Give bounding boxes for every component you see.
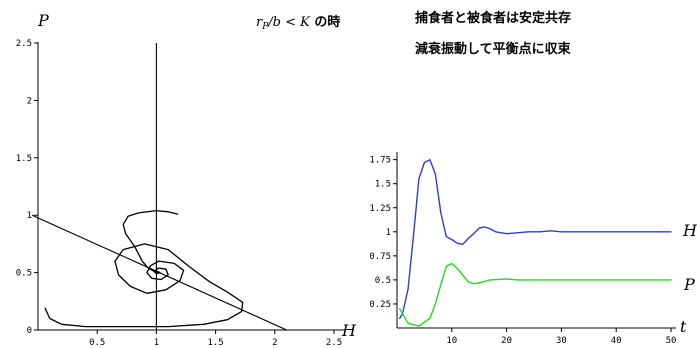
right-y-tick-label: 1.25 (369, 204, 391, 214)
series-label-p: P (683, 275, 695, 294)
left-y-tick-label: 1 (27, 211, 32, 221)
series-line-h (399, 158, 672, 320)
right-series-lines (399, 158, 672, 327)
left-x-axis-label: H (341, 321, 357, 340)
condition-rest: /b < K (266, 15, 311, 30)
left-y-tick-label: 2 (27, 96, 32, 106)
right-y-tick-label: 0.5 (375, 276, 391, 286)
right-x-tick-label: 10 (446, 336, 457, 346)
left-y-tick-label: 1.5 (16, 154, 32, 164)
right-y-tick-label: 1.5 (375, 180, 391, 190)
right-x-tick-label: 40 (611, 336, 622, 346)
left-y-ticks: 0 0.5 1 1.5 2 2.5 (16, 39, 38, 336)
trajectory-1 (44, 243, 244, 328)
right-x-axis-label: t (680, 317, 687, 336)
right-y-tick-label: 0.75 (369, 252, 391, 262)
right-x-tick-label: 50 (666, 336, 677, 346)
left-x-tick-label: 1.5 (207, 338, 223, 348)
condition-prefix: r (256, 15, 263, 30)
annotation-line-2: 減衰振動して平衡点に収束 (415, 41, 572, 57)
left-trajectories (44, 209, 244, 328)
right-x-ticks: 10 20 30 40 50 (446, 328, 676, 346)
condition-label: rP/b < K の時 (256, 14, 340, 32)
right-y-tick-label: 1 (386, 228, 391, 238)
series-line-p (399, 262, 672, 327)
left-x-ticks: 0.5 1 1.5 2 2.5 (89, 330, 342, 348)
time-series-chart: 10 20 30 40 50 0.25 0.5 0.75 1 1.25 1.5 1.75 t H P (369, 152, 697, 346)
condition-suffix: の時 (310, 14, 341, 30)
left-x-tick-label: 2 (272, 338, 277, 348)
left-x-tick-label: 0.5 (89, 338, 105, 348)
right-y-tick-label: 0.25 (369, 300, 391, 310)
left-y-tick-label: 0.5 (16, 269, 32, 279)
left-y-axis-label: P (37, 11, 49, 30)
left-x-tick-label: 1 (154, 338, 159, 348)
condition-subscript: P (261, 22, 269, 32)
left-y-tick-label: 2.5 (16, 39, 32, 49)
right-x-tick-label: 20 (501, 336, 512, 346)
right-y-tick-label: 1.75 (369, 156, 391, 166)
phase-plane-chart: 0.5 1 1.5 2 2.5 0 0.5 1 1.5 2 2.5 P H (16, 11, 357, 348)
trajectory-2 (122, 209, 179, 274)
series-label-h: H (682, 221, 697, 240)
left-y-tick-label: 0 (27, 326, 32, 336)
left-reference-lines (31, 43, 287, 331)
right-y-ticks: 0.25 0.5 0.75 1 1.25 1.5 1.75 (369, 156, 397, 310)
left-x-tick-label: 2.5 (326, 338, 342, 348)
annotation-line-1: 捕食者と被食者は安定共存 (415, 10, 571, 26)
right-x-tick-label: 30 (556, 336, 567, 346)
